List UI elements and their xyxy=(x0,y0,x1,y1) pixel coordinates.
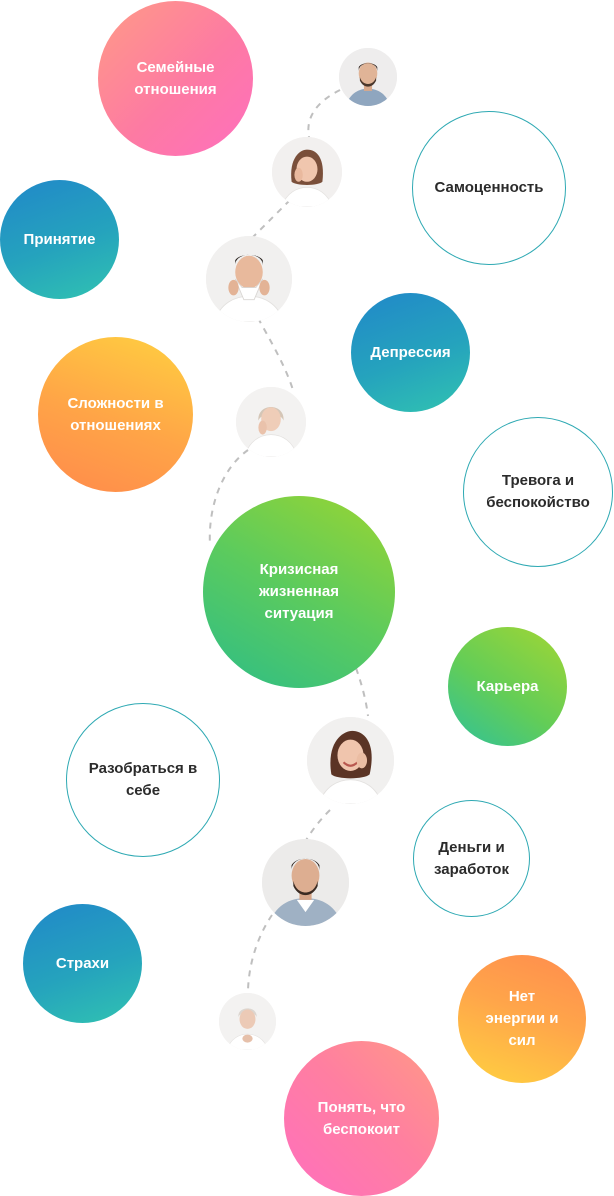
person-avatar-icon xyxy=(206,236,292,322)
topic-label: Сложности в отношениях xyxy=(67,394,164,434)
topic-label: Самоценность xyxy=(434,179,544,196)
person-avatar-icon xyxy=(262,839,349,926)
topic-label: Принятие xyxy=(23,230,96,248)
topic-label: Страхи xyxy=(55,954,110,972)
topic-label: Понять, что беспокоит xyxy=(317,1098,406,1138)
topic-money[interactable]: Деньги и заработок xyxy=(413,800,530,917)
topic-self-worth[interactable]: Самоценность xyxy=(412,111,566,265)
topic-label: Тревога и беспокойство xyxy=(486,472,590,511)
topic-label: Разобраться в себе xyxy=(88,760,198,799)
topic-depression[interactable]: Депрессия xyxy=(351,293,470,412)
topic-label: Карьера xyxy=(476,677,539,695)
topic-label: Семейные отношения xyxy=(134,58,217,98)
topic-acceptance[interactable]: Принятие xyxy=(0,180,119,299)
person-avatar-icon xyxy=(236,387,306,457)
topic-label: Деньги и заработок xyxy=(434,838,509,878)
topic-self-understanding[interactable]: Разобраться в себе xyxy=(66,703,220,857)
topic-label: Депрессия xyxy=(370,343,451,361)
topic-career[interactable]: Карьера xyxy=(448,627,567,746)
person-avatar-icon xyxy=(339,48,397,106)
topic-fears[interactable]: Страхи xyxy=(23,904,142,1023)
topic-label: Нет энергии и сил xyxy=(485,988,559,1049)
topic-label: Кризисная жизненная ситуация xyxy=(259,561,339,622)
topic-energy[interactable]: Нет энергии и сил xyxy=(458,955,586,1083)
person-avatar-icon xyxy=(307,717,394,804)
person-avatar-icon xyxy=(272,137,342,207)
topic-anxiety[interactable]: Тревога и беспокойство xyxy=(463,417,613,567)
topic-crisis[interactable]: Кризисная жизненная ситуация xyxy=(203,496,395,688)
topic-understand[interactable]: Понять, что беспокоит xyxy=(284,1041,439,1196)
topic-family[interactable]: Семейные отношения xyxy=(98,1,253,156)
person-avatar-icon xyxy=(219,993,276,1050)
topic-relationships[interactable]: Сложности в отношениях xyxy=(38,337,193,492)
